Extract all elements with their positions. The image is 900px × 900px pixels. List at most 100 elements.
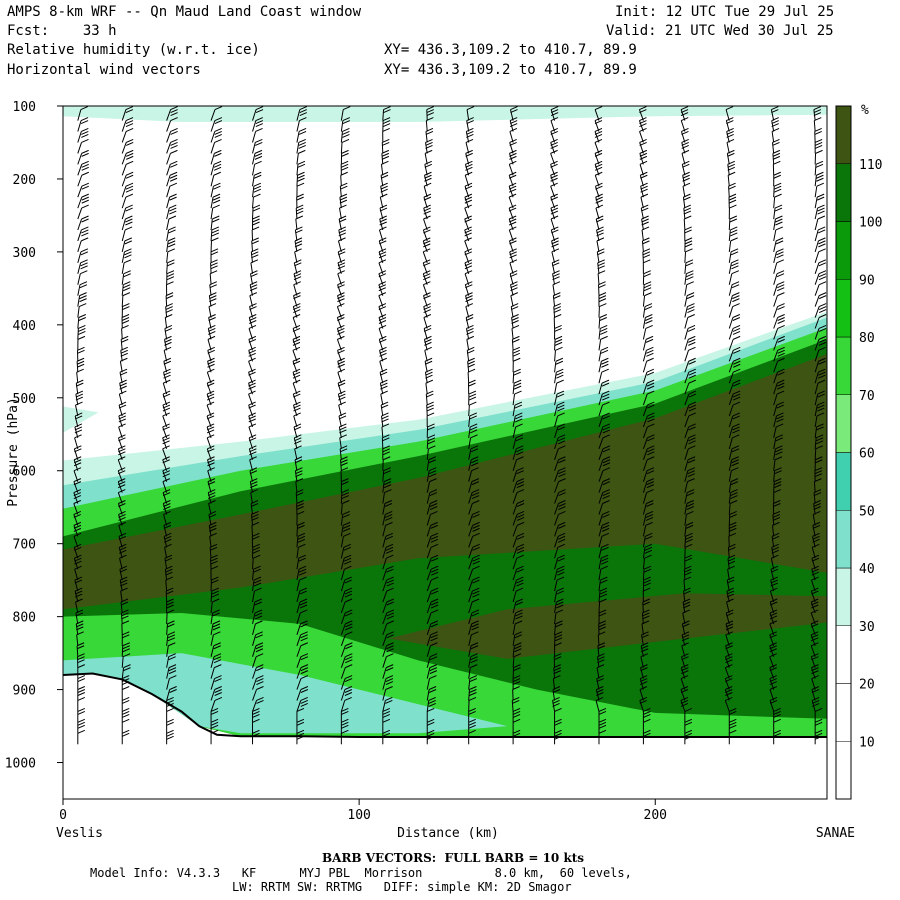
barb-flag (601, 360, 609, 365)
barb-flag (680, 697, 689, 701)
barb-flag (811, 590, 819, 595)
wind-barb (508, 237, 517, 253)
wind-barb (468, 554, 480, 570)
barb-flag (386, 620, 394, 625)
barb-flag (508, 193, 517, 198)
barb-shaft (814, 339, 820, 351)
y-tick-label: 900 (13, 684, 36, 699)
wind-barb (252, 128, 263, 143)
wind-barb (770, 565, 779, 581)
barb-flag (118, 510, 126, 515)
barb-shaft (74, 569, 79, 581)
barb-flag (773, 174, 781, 179)
wind-barb (467, 357, 475, 373)
wind-barb (426, 456, 436, 471)
wind-barb (121, 292, 131, 307)
barb-flag (77, 346, 85, 351)
barb-shaft (379, 372, 384, 384)
barb-flag (729, 724, 737, 729)
wind-barb (512, 379, 522, 395)
barb-flag (208, 327, 216, 332)
barb-flag (596, 232, 604, 237)
wind-barb (77, 675, 86, 690)
barb-flag (770, 568, 779, 573)
wind-barb (121, 171, 134, 187)
barb-shaft (250, 273, 254, 285)
barb-flag (550, 215, 559, 220)
barb-shaft (382, 678, 387, 690)
wind-barb (296, 532, 306, 548)
barb-flag (688, 440, 696, 445)
barb-flag (777, 357, 785, 362)
barb-flag (516, 478, 525, 483)
wind-barb (423, 335, 432, 351)
barb-flag (554, 341, 563, 346)
barb-flag (380, 401, 389, 406)
barb-shaft (554, 558, 559, 570)
barb-shaft (773, 339, 779, 351)
barb-flag (471, 623, 479, 628)
barb-flag (211, 590, 220, 595)
wind-barb (121, 303, 130, 318)
barb-flag (254, 612, 263, 617)
wind-barb (511, 324, 520, 340)
barb-shaft (728, 328, 734, 340)
barb-flag (511, 314, 519, 318)
barb-flag (645, 535, 653, 540)
barb-flag (684, 557, 692, 562)
barb-flag (122, 707, 130, 712)
wind-barb (512, 565, 524, 581)
barb-flag (464, 265, 473, 270)
wind-barb (642, 303, 653, 318)
barb-flag (207, 478, 216, 483)
barb-flag (688, 374, 696, 379)
barb-flag (296, 506, 304, 510)
barb-flag (681, 631, 690, 636)
barb-shaft (340, 700, 346, 712)
barb-shaft (379, 207, 384, 220)
barb-flag (730, 478, 739, 483)
barb-flag (120, 579, 128, 584)
barb-flag (554, 631, 563, 636)
barb-flag (468, 396, 477, 401)
barb-shaft (121, 153, 127, 165)
wind-barb (598, 554, 609, 570)
barb-flag (385, 513, 393, 518)
barb-shaft (642, 339, 647, 351)
wind-barb (512, 587, 524, 603)
barb-flag (342, 120, 351, 124)
wind-barb (642, 390, 655, 406)
wind-barb (210, 609, 220, 624)
barb-shaft (340, 634, 346, 646)
barb-flag (379, 237, 387, 242)
barb-flag (74, 587, 83, 592)
wind-barb (512, 510, 525, 526)
barb-flag (512, 675, 521, 680)
barb-shaft (596, 678, 600, 690)
barb-flag (208, 495, 216, 500)
barb-flag (298, 141, 306, 146)
barb-shaft (466, 109, 470, 121)
barb-shaft (250, 503, 254, 515)
barb-shaft (121, 284, 124, 296)
barb-flag (77, 710, 86, 715)
barb-flag (556, 576, 565, 581)
barb-flag (379, 226, 387, 231)
barb-flag (731, 459, 739, 464)
barb-flag (294, 437, 302, 442)
barb-flag (169, 207, 177, 212)
barb-flag (464, 199, 473, 204)
barb-flag (382, 732, 391, 737)
barb-shaft (210, 120, 216, 132)
barb-flag (296, 489, 304, 494)
barb-flag (169, 204, 177, 209)
wind-barb (684, 346, 696, 362)
barb-flag (165, 576, 173, 581)
wind-barb (121, 281, 131, 296)
barb-flag (120, 601, 129, 606)
barb-shaft (813, 492, 816, 504)
wind-barb (77, 346, 85, 362)
wind-barb (728, 237, 738, 252)
barb-shaft (426, 547, 432, 559)
